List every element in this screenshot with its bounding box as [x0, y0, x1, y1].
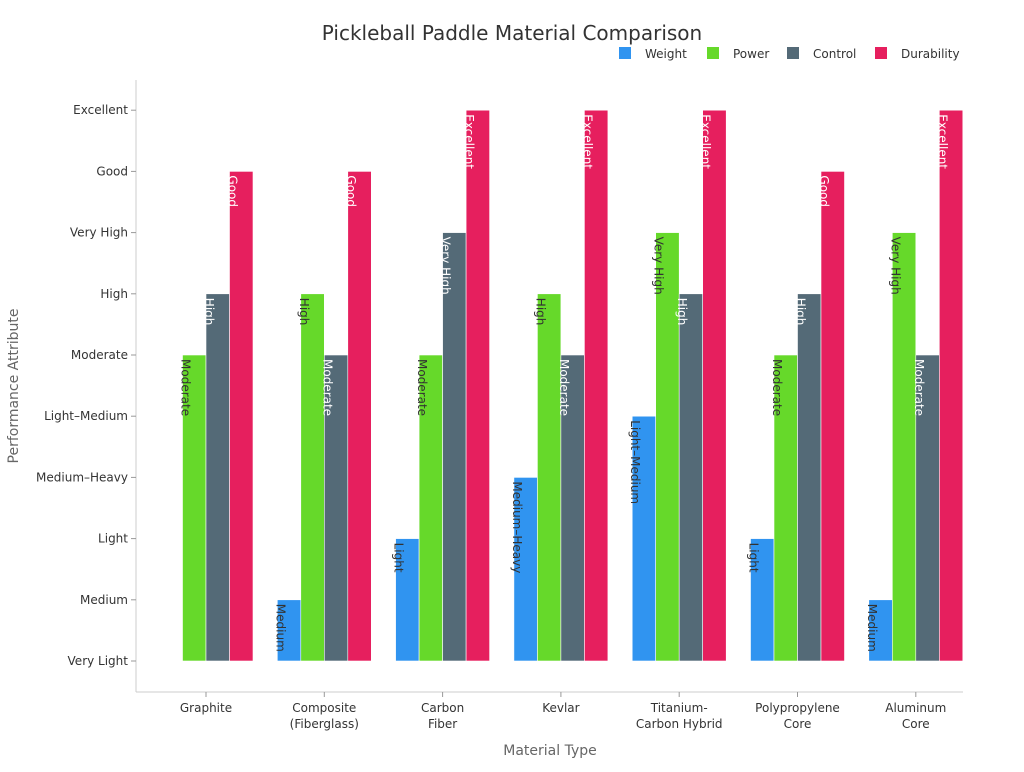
bar-value-label: Medium: [865, 604, 879, 652]
legend-swatch: [787, 47, 799, 59]
y-tick-label: Medium–Heavy: [36, 470, 128, 484]
bar-value-label: Medium: [273, 604, 287, 652]
legend-label: Weight: [645, 47, 687, 61]
bar: [442, 232, 467, 662]
bar: [347, 171, 372, 662]
legend-item: Power: [707, 47, 769, 61]
bar: [205, 293, 230, 662]
bar: [678, 293, 704, 662]
bar: [891, 232, 917, 662]
bar-value-label: Excellent: [935, 114, 949, 169]
y-tick-label: Light–Medium: [44, 409, 128, 423]
bar-value-label: High: [533, 298, 547, 326]
bar-value-label: Light–Medium: [628, 420, 642, 504]
x-tick-label: Kevlar: [542, 701, 579, 715]
y-tick-label: Medium: [80, 593, 128, 607]
legend-label: Control: [813, 47, 856, 61]
bar-value-label: High: [793, 298, 807, 326]
legend-swatch: [875, 47, 887, 59]
bar: [465, 109, 490, 662]
legend-label: Durability: [901, 47, 960, 61]
bar-group: Medium High Moderate Good: [273, 171, 372, 662]
bar: [537, 293, 562, 662]
bar-value-label: High: [297, 298, 311, 326]
y-axis-title: Performance Attribute: [6, 309, 22, 464]
bar: [229, 171, 254, 662]
bar: [702, 109, 727, 662]
bar-value-label: Moderate: [557, 359, 571, 416]
x-tick-label: Composite (Fiberglass): [290, 701, 359, 731]
bar-value-label: Excellent: [580, 114, 594, 169]
legend-item: Weight: [619, 47, 687, 61]
bar-value-label: Moderate: [320, 359, 334, 416]
bar-value-label: Excellent: [699, 114, 713, 169]
bar-value-label: Moderate: [770, 359, 784, 416]
chart-title: Pickleball Paddle Material Comparison: [322, 21, 702, 45]
bar-value-label: Light: [392, 543, 406, 573]
x-tick-label: Aluminum Core: [885, 701, 946, 731]
legend: Weight Power Control Durability: [619, 47, 960, 61]
bar-value-label: High: [675, 298, 689, 326]
bar: [938, 109, 964, 662]
legend-swatch: [619, 47, 631, 59]
y-tick-label: Good: [96, 164, 128, 178]
legend-swatch: [707, 47, 719, 59]
bar-group: Medium–Heavy High Moderate Excellent: [510, 109, 609, 662]
legend-item: Durability: [875, 47, 960, 61]
bars: ModerateHighGoodMediumHighModerateGoodLi…: [178, 109, 964, 662]
y-tick-label: Very Light: [68, 654, 129, 668]
y-tick-label: Light: [98, 532, 128, 546]
bar-value-label: Very High: [888, 237, 902, 295]
bar-value-label: Very High: [439, 237, 453, 295]
bar-group: Medium Very High Moderate Excellent: [865, 109, 964, 662]
bar-value-label: High: [202, 298, 216, 326]
x-tick-label: Titanium-Carbon Hybrid: [636, 701, 723, 731]
legend-item: Control: [787, 47, 856, 61]
bar-value-label: Moderate: [178, 359, 192, 416]
y-tick-label: High: [100, 287, 128, 301]
bar-group: Moderate High Good: [178, 171, 254, 662]
x-tick-label: Carbon Fiber: [421, 701, 464, 731]
y-tick-label: Very High: [70, 226, 128, 240]
x-tick-label: Polypropylene Core: [755, 701, 840, 731]
x-axis-title: Material Type: [503, 743, 596, 759]
bar-value-label: Good: [344, 175, 358, 207]
bar-value-label: Moderate: [415, 359, 429, 416]
bar: [820, 171, 845, 662]
bar-value-label: Good: [225, 175, 239, 207]
bar: [584, 109, 609, 662]
x-tick-label: Graphite: [180, 701, 232, 715]
bar-group: Light Moderate High Good: [746, 171, 845, 662]
bar-value-label: Moderate: [912, 359, 926, 416]
legend-label: Power: [733, 47, 769, 61]
bar: [797, 293, 822, 662]
bar: [300, 293, 325, 662]
bar-value-label: Good: [817, 175, 831, 207]
bar-value-label: Excellent: [462, 114, 476, 169]
y-tick-label: Moderate: [71, 348, 128, 362]
bar-group: Light–Medium Very High High Excellent: [628, 109, 727, 662]
bar-value-label: Medium–Heavy: [510, 481, 524, 573]
y-tick-label: Excellent: [73, 103, 128, 117]
bar-value-label: Light: [746, 543, 760, 573]
axes: Very Light Medium Light Medium–Heavy Light–M…: [36, 80, 963, 731]
bar-group: Light Moderate Very High Excellent: [392, 109, 490, 662]
bar-value-label: Very High: [652, 237, 666, 295]
